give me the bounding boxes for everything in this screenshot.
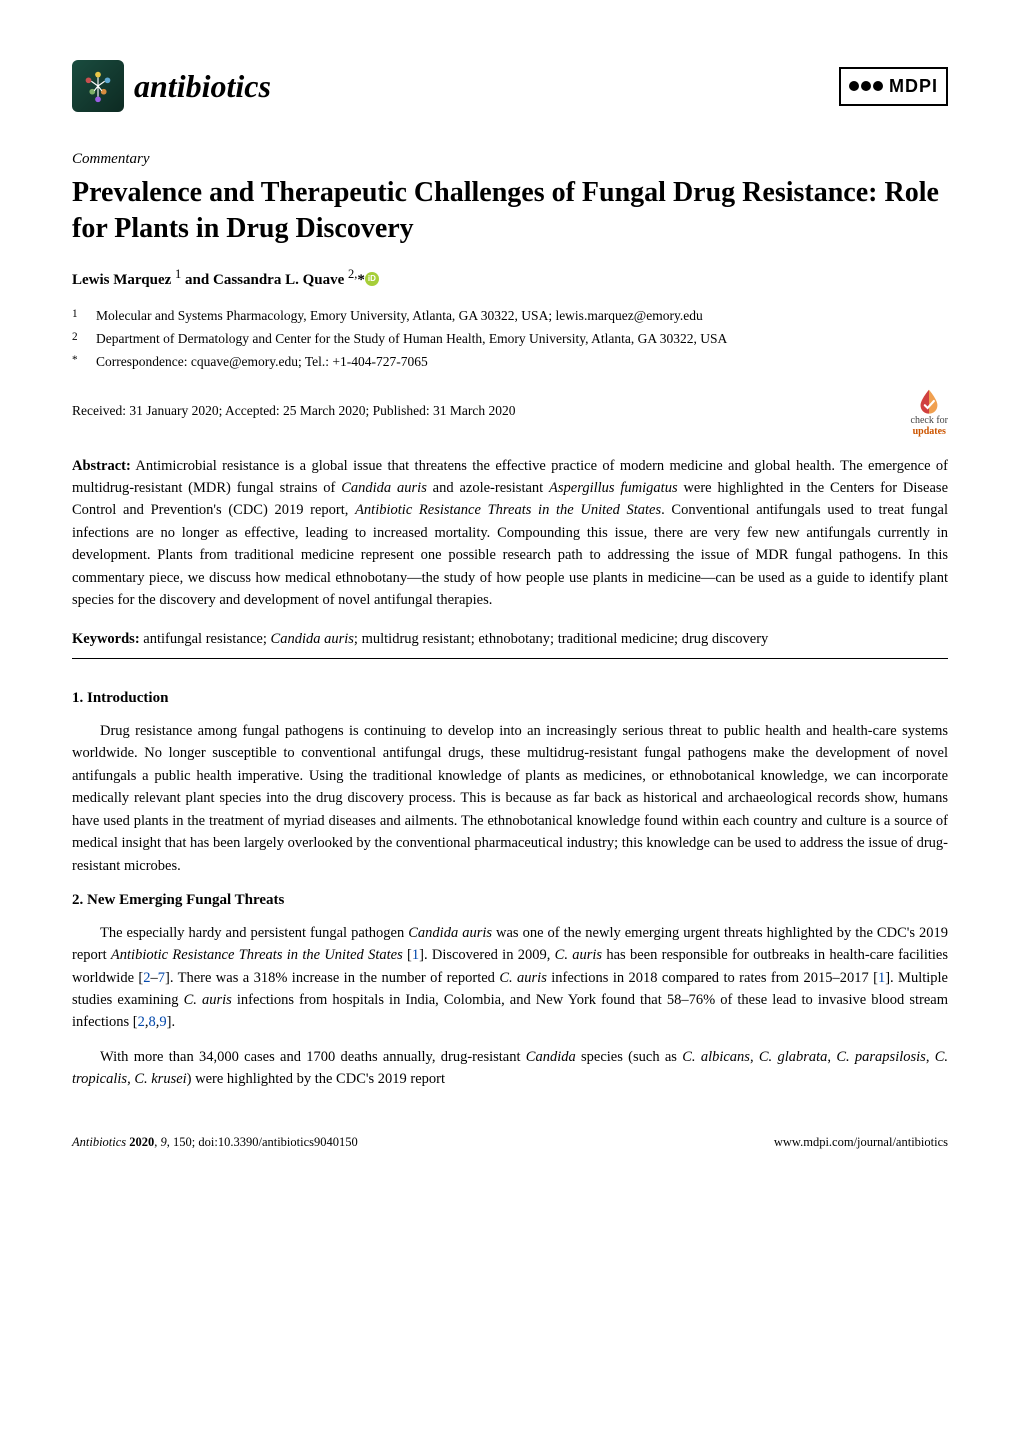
publisher-logo: MDPI — [839, 67, 948, 106]
header-row: antibiotics MDPI — [72, 60, 948, 112]
affiliation-num: * — [72, 352, 96, 373]
section-heading: 2. New Emerging Fungal Threats — [72, 889, 948, 912]
keywords-label: Keywords: — [72, 631, 140, 647]
affiliation-row: 2Department of Dermatology and Center fo… — [72, 329, 948, 350]
journal-logo-icon — [72, 60, 124, 112]
body-paragraph: The especially hardy and persistent fung… — [72, 922, 948, 1034]
check-for-label: check for — [911, 415, 948, 426]
footer: Antibiotics 2020, 9, 150; doi:10.3390/an… — [72, 1133, 948, 1152]
journal-logo: antibiotics — [72, 60, 271, 112]
affiliation-text: Correspondence: cquave@emory.edu; Tel.: … — [96, 352, 428, 373]
section-heading: 1. Introduction — [72, 687, 948, 710]
journal-name: antibiotics — [134, 62, 271, 110]
affiliation-row: 1Molecular and Systems Pharmacology, Emo… — [72, 306, 948, 327]
mdpi-circles-icon — [849, 81, 883, 91]
abstract-text: Antimicrobial resistance is a global iss… — [72, 458, 948, 609]
separator — [72, 658, 948, 659]
abstract-label: Abstract: — [72, 458, 131, 474]
affiliation-num: 2 — [72, 329, 96, 350]
article-type: Commentary — [72, 148, 948, 171]
affiliations: 1Molecular and Systems Pharmacology, Emo… — [72, 306, 948, 373]
dates-text: Received: 31 January 2020; Accepted: 25 … — [72, 401, 516, 421]
keywords-text: antifungal resistance; Candida auris; mu… — [143, 631, 768, 647]
check-updates-icon — [915, 387, 943, 415]
body-paragraph: With more than 34,000 cases and 1700 dea… — [72, 1046, 948, 1091]
affiliation-num: 1 — [72, 306, 96, 327]
authors: Lewis Marquez 1 and Cassandra L. Quave 2… — [72, 265, 948, 292]
article-title: Prevalence and Therapeutic Challenges of… — [72, 175, 948, 248]
authors-text: Lewis Marquez 1 and Cassandra L. Quave 2… — [72, 272, 365, 288]
keywords: Keywords: antifungal resistance; Candida… — [72, 628, 948, 650]
affiliation-text: Molecular and Systems Pharmacology, Emor… — [96, 306, 703, 327]
footer-url: www.mdpi.com/journal/antibiotics — [774, 1133, 948, 1152]
dates-row: Received: 31 January 2020; Accepted: 25 … — [72, 387, 948, 437]
affiliation-text: Department of Dermatology and Center for… — [96, 329, 727, 350]
abstract: Abstract: Antimicrobial resistance is a … — [72, 455, 948, 612]
updates-label: updates — [913, 426, 946, 437]
publisher-name: MDPI — [889, 73, 938, 100]
orcid-icon[interactable] — [365, 272, 379, 286]
affiliation-row: *Correspondence: cquave@emory.edu; Tel.:… — [72, 352, 948, 373]
footer-citation: Antibiotics 2020, 9, 150; doi:10.3390/an… — [72, 1133, 358, 1152]
check-updates-badge[interactable]: check for updates — [911, 387, 948, 437]
body-paragraph: Drug resistance among fungal pathogens i… — [72, 720, 948, 877]
